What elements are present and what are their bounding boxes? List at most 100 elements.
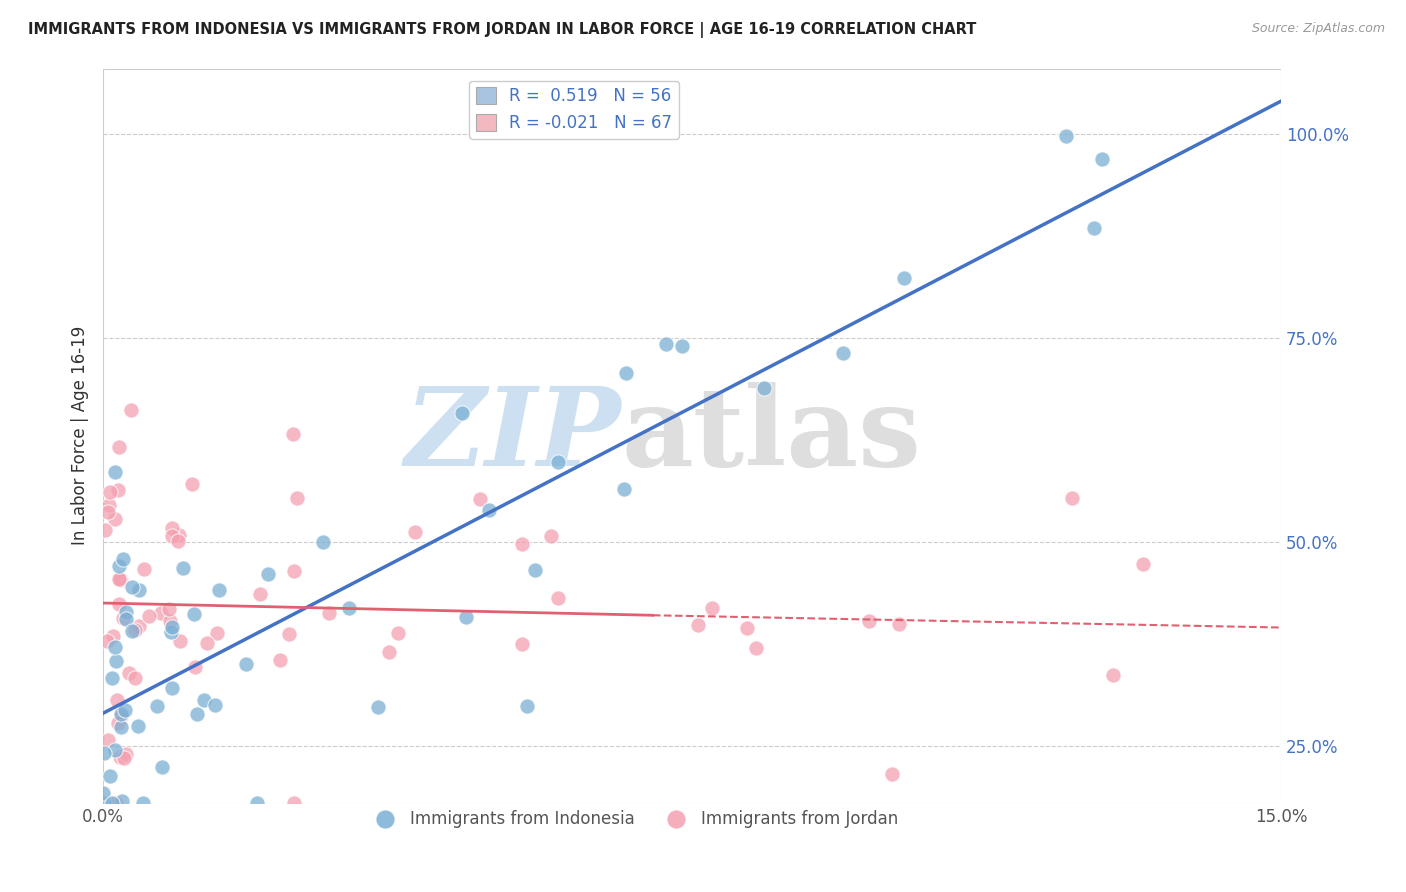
Point (278, 627, 301, 641)
Point (110, 708, 132, 723)
Point (404, 525, 426, 540)
Point (101, 671, 124, 685)
Point (337, 601, 360, 615)
Point (858, 615, 880, 629)
Point (700, 600, 723, 615)
Point (127, 718, 149, 732)
Point (107, 483, 129, 498)
Point (257, 566, 280, 581)
Point (183, 607, 205, 621)
Point (468, 491, 491, 506)
Point (285, 491, 308, 505)
Point (204, 698, 226, 712)
Point (754, 381, 776, 395)
Point (110, 706, 132, 721)
Point (377, 645, 399, 659)
Point (1132, 557, 1154, 571)
Point (1056, 129, 1078, 144)
Point (207, 582, 229, 597)
Point (150, 760, 173, 774)
Y-axis label: In Labor Force | Age 16-19: In Labor Force | Age 16-19 (72, 326, 89, 545)
Point (104, 465, 127, 479)
Point (167, 527, 190, 541)
Point (197, 636, 219, 650)
Legend: Immigrants from Indonesia, Immigrants from Jordan: Immigrants from Indonesia, Immigrants fr… (361, 804, 905, 835)
Point (138, 609, 160, 624)
Point (547, 455, 569, 469)
Point (108, 559, 131, 574)
Point (128, 619, 150, 633)
Point (160, 624, 183, 639)
Point (281, 426, 304, 441)
Point (91, 786, 114, 800)
Point (686, 618, 709, 632)
Point (193, 693, 215, 707)
Point (111, 552, 134, 566)
Point (1060, 491, 1083, 505)
Point (96, 634, 118, 648)
Point (115, 747, 138, 762)
Point (120, 403, 142, 417)
Point (456, 610, 478, 624)
Point (118, 665, 141, 680)
Point (101, 629, 124, 643)
Point (115, 606, 138, 620)
Point (735, 621, 758, 635)
Point (150, 607, 173, 621)
Point (104, 640, 127, 655)
Point (169, 634, 191, 648)
Point (124, 671, 146, 685)
Point (655, 337, 678, 351)
Point (115, 612, 138, 626)
Point (132, 796, 155, 810)
Point (893, 271, 915, 285)
Text: ZIP: ZIP (405, 382, 621, 490)
Point (104, 743, 127, 757)
Point (112, 750, 135, 764)
Point (510, 637, 533, 651)
Point (312, 534, 335, 549)
Point (205, 626, 228, 640)
Point (107, 715, 129, 730)
Point (283, 564, 305, 578)
Point (614, 366, 637, 380)
Point (110, 720, 132, 734)
Point (111, 793, 134, 807)
Point (887, 616, 910, 631)
Text: atlas: atlas (621, 383, 921, 489)
Point (524, 563, 547, 577)
Point (160, 620, 183, 634)
Point (97, 732, 120, 747)
Text: IMMIGRANTS FROM INDONESIA VS IMMIGRANTS FROM JORDAN IN LABOR FORCE | AGE 16-19 C: IMMIGRANTS FROM INDONESIA VS IMMIGRANTS … (28, 22, 977, 38)
Point (451, 406, 474, 420)
Point (93, 746, 115, 760)
Point (181, 477, 204, 491)
Point (93, 796, 115, 810)
Point (121, 624, 143, 639)
Point (671, 339, 693, 353)
Point (105, 654, 128, 668)
Point (510, 537, 533, 551)
Point (745, 640, 768, 655)
Point (108, 572, 131, 586)
Point (108, 749, 131, 764)
Point (172, 560, 194, 574)
Point (108, 598, 131, 612)
Point (107, 441, 129, 455)
Point (128, 582, 150, 597)
Point (1091, 152, 1114, 166)
Point (1102, 668, 1125, 682)
Point (97, 505, 120, 519)
Point (98, 484, 121, 499)
Point (882, 767, 904, 781)
Point (367, 700, 389, 714)
Point (114, 703, 136, 717)
Point (98, 769, 121, 783)
Point (387, 626, 409, 640)
Point (121, 580, 143, 594)
Point (94, 524, 117, 538)
Point (98, 498, 121, 512)
Point (269, 653, 291, 667)
Point (124, 623, 146, 637)
Point (160, 528, 183, 542)
